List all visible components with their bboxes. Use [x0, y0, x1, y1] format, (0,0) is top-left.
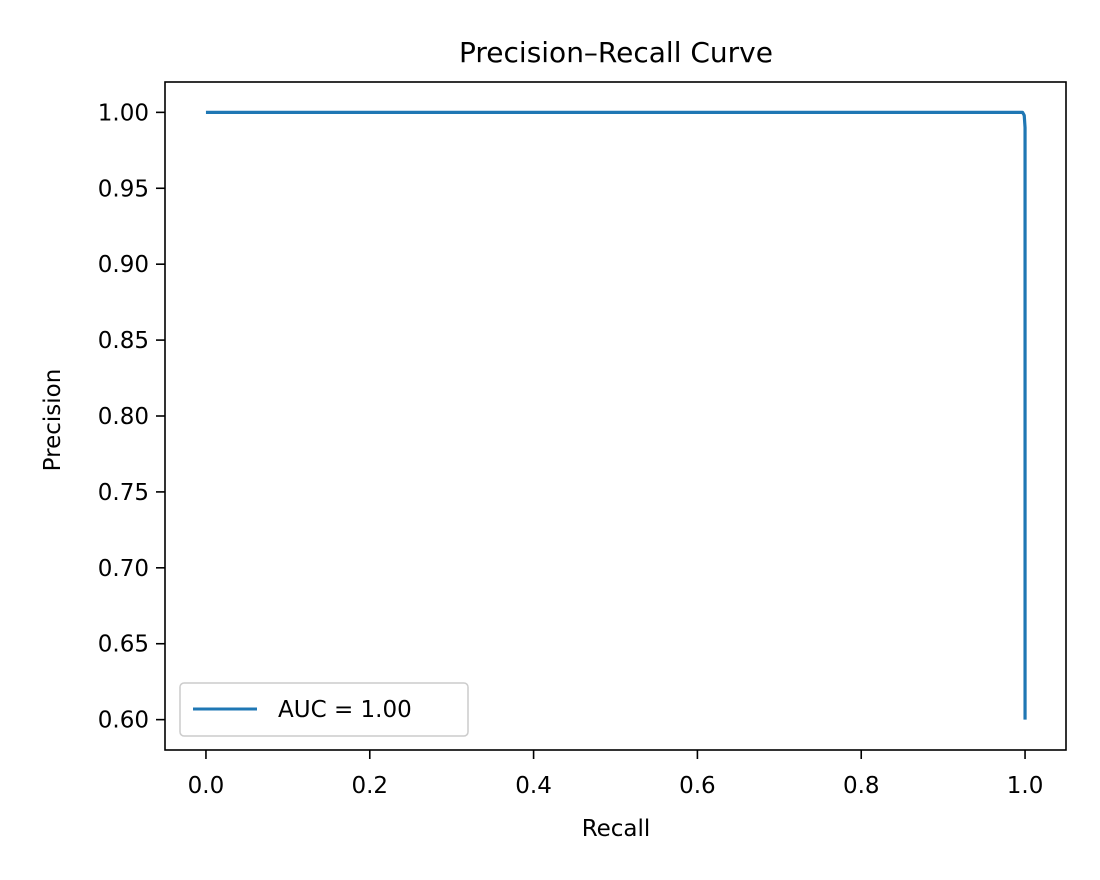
y-tick-label: 0.90 [98, 252, 149, 278]
y-tick-label: 0.65 [98, 632, 149, 658]
plot-lines [205, 110, 1027, 720]
x-tick-label: 0.2 [351, 773, 388, 799]
series-line [205, 110, 1027, 720]
y-tick-label: 0.75 [98, 480, 149, 506]
plot-frame [164, 81, 1067, 751]
y-tick-label: 0.80 [98, 404, 149, 430]
chart-title: Precision–Recall Curve [459, 36, 773, 69]
y-tick-label: 1.00 [98, 100, 149, 126]
y-tick-label: 0.85 [98, 328, 149, 354]
legend-box [179, 682, 469, 737]
x-axis-ticks: 0.0 0.2 0.4 0.6 0.8 1.0 [188, 750, 1044, 799]
x-tick-label: 1.0 [1007, 773, 1044, 799]
x-tick-label: 0.0 [188, 773, 225, 799]
x-tick-label: 0.8 [843, 773, 880, 799]
y-axis-ticks: 0.60 0.65 0.70 0.75 0.80 0.85 0.90 0.95 1.00 [98, 100, 165, 734]
x-tick-label: 0.4 [515, 773, 552, 799]
y-tick-label: 0.95 [98, 176, 149, 202]
y-tick-label: 0.60 [98, 708, 149, 734]
legend-label: AUC = 1.00 [278, 697, 412, 723]
x-tick-label: 0.6 [679, 773, 716, 799]
x-axis-label: Recall [582, 816, 651, 842]
legend: AUC = 1.00 [179, 682, 469, 737]
y-tick-label: 0.70 [98, 556, 149, 582]
y-axis-label: Precision [40, 369, 66, 472]
